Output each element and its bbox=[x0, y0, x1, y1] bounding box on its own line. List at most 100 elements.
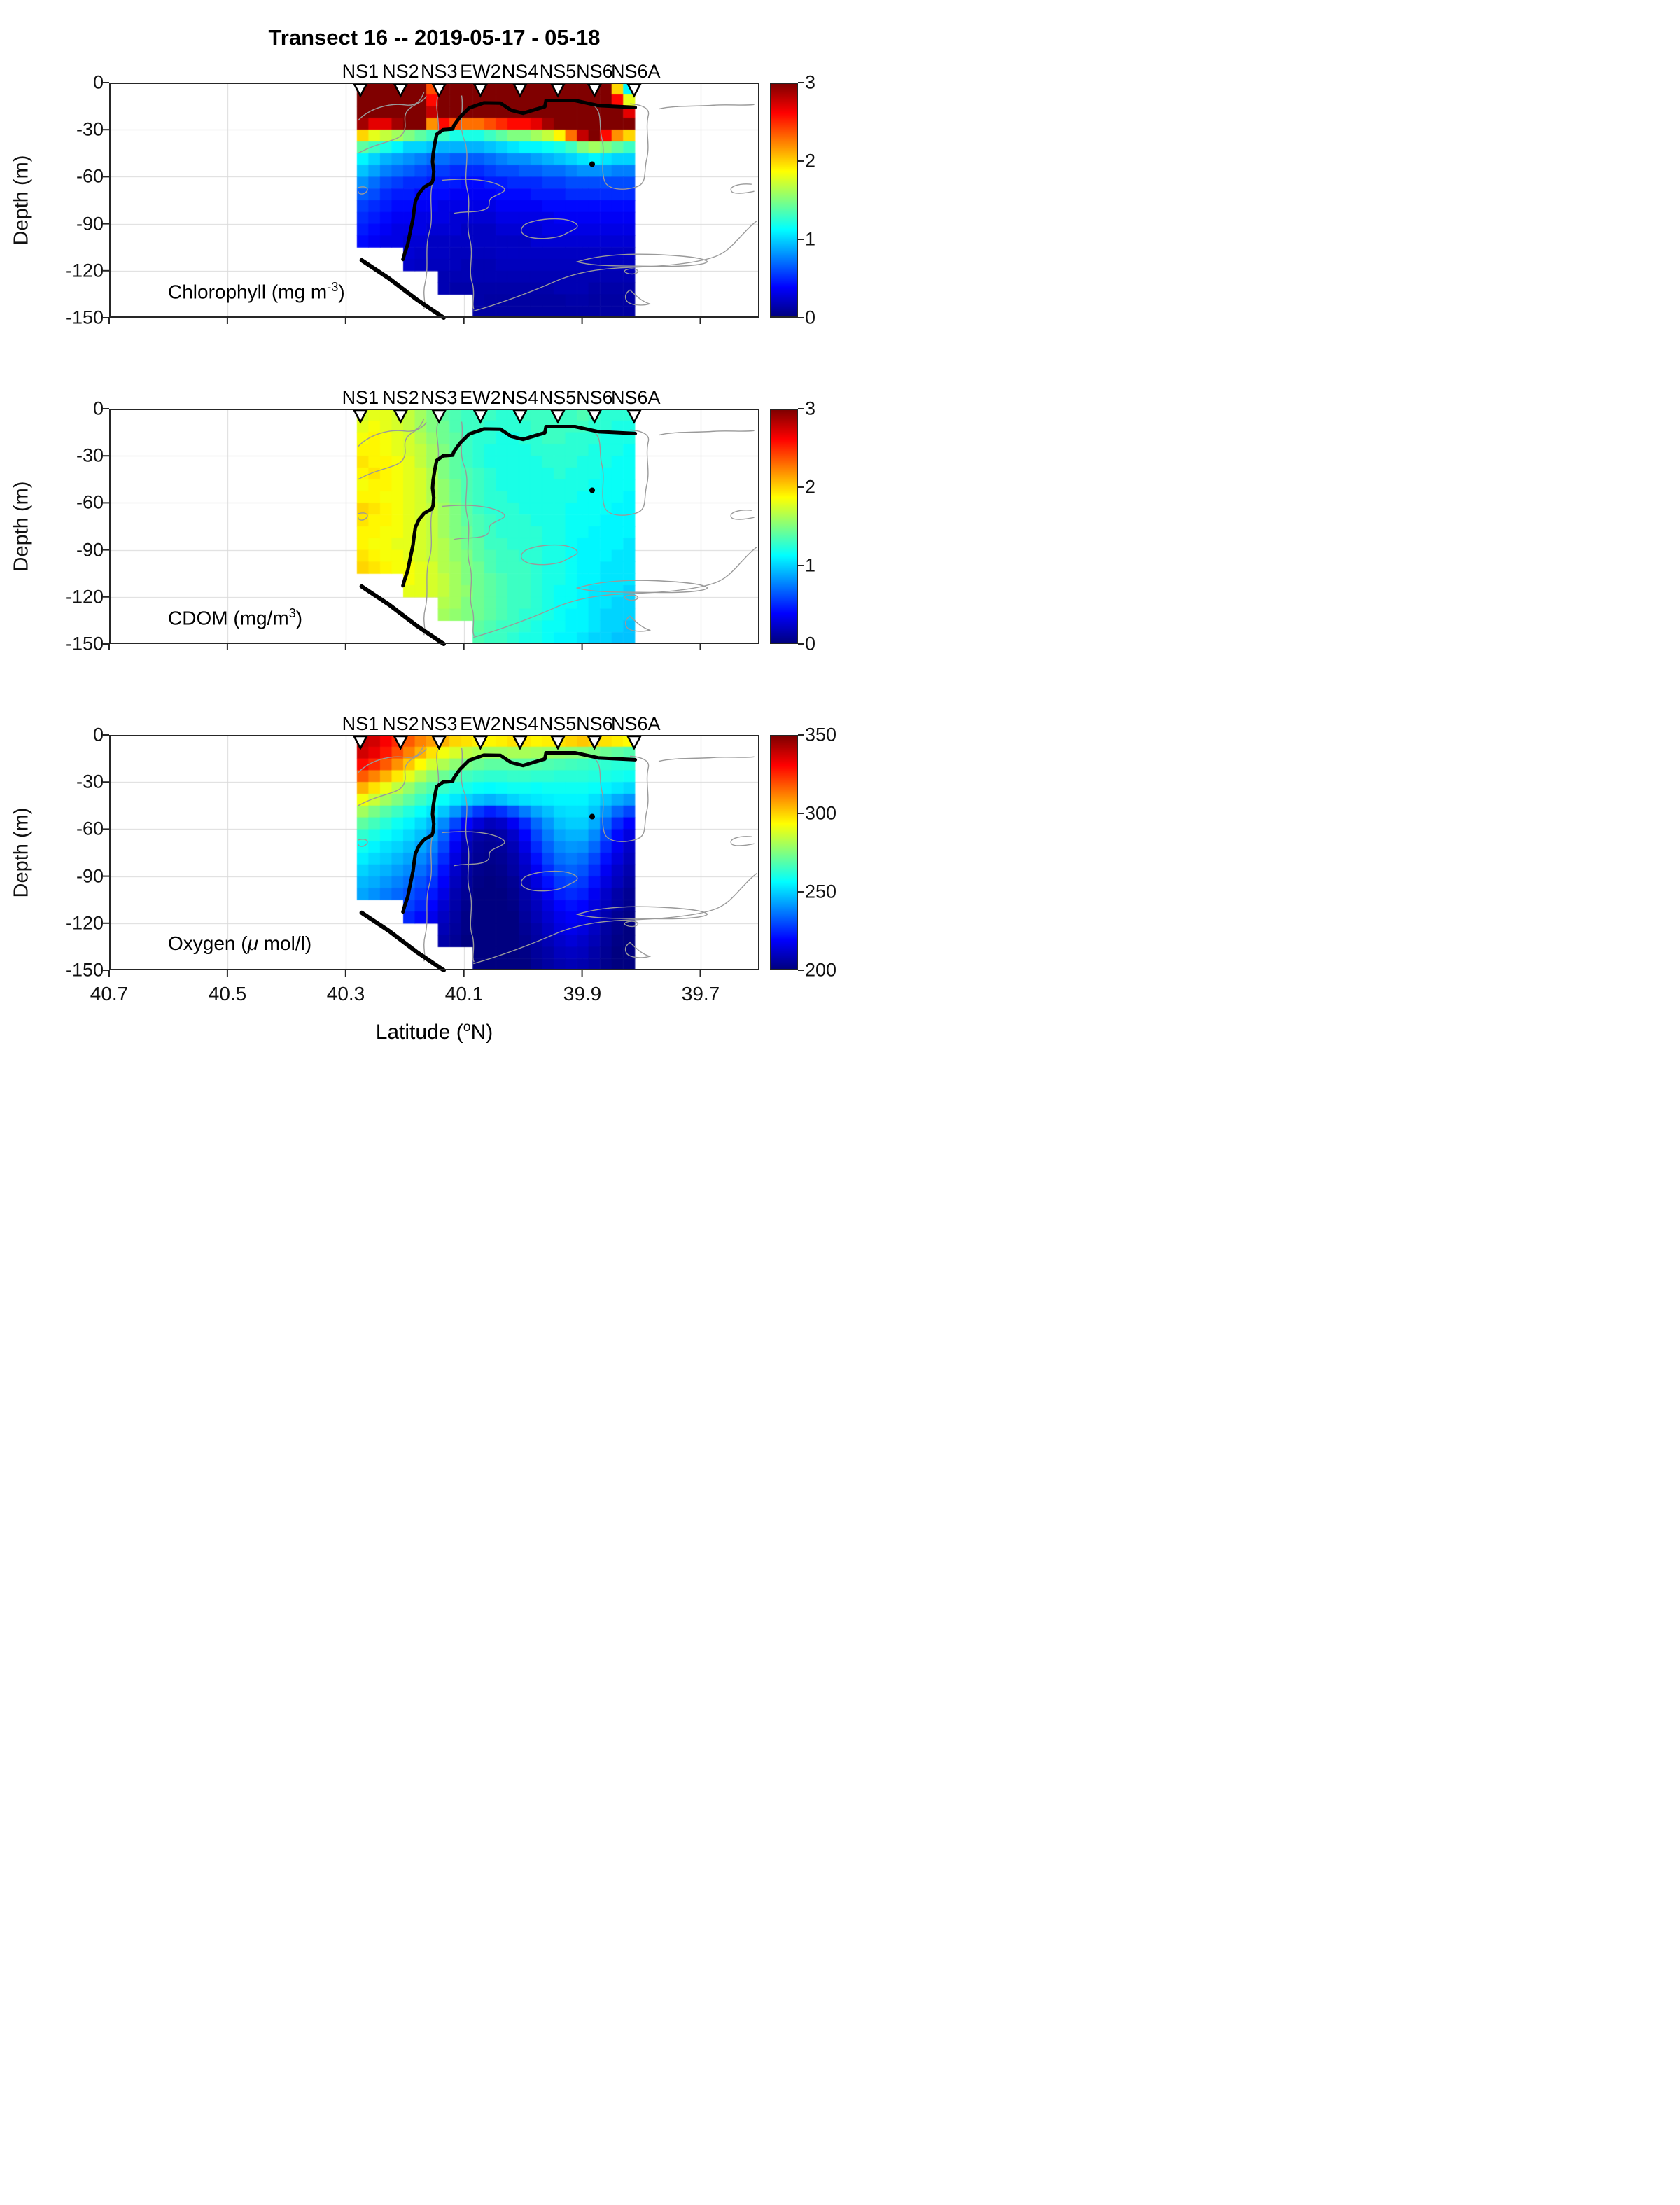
plot-area-chlorophyll: Chlorophyll (mg m-3) bbox=[103, 82, 760, 324]
colorbar-tick-label: 350 bbox=[805, 724, 837, 746]
y-tick-label: -150 bbox=[65, 633, 104, 654]
colorbar-cdom bbox=[770, 409, 798, 644]
station-marker-icon bbox=[512, 735, 528, 750]
station-label-ns6: NS6 bbox=[576, 61, 613, 82]
station-marker-icon bbox=[626, 735, 643, 750]
station-marker-icon bbox=[393, 409, 409, 424]
station-label-ns6a: NS6A bbox=[610, 61, 661, 82]
y-axis-label: Depth (m) bbox=[10, 409, 34, 644]
y-tick-label: -90 bbox=[76, 539, 104, 561]
colorbar-tick bbox=[798, 565, 804, 566]
station-marker-icon bbox=[352, 735, 369, 750]
y-axis-label: Depth (m) bbox=[10, 83, 34, 318]
y-tick-label: -30 bbox=[76, 118, 104, 140]
panel-cdom: Depth (m) 0 -30 -60 -90 -120 -150 CDOM (… bbox=[0, 387, 840, 654]
colorbar-tick-label: 200 bbox=[805, 959, 837, 981]
panel-chlorophyll: Depth (m) 0 -30 -60 -90 -120 -150 Chloro… bbox=[0, 61, 840, 328]
station-marker-icon bbox=[550, 83, 566, 98]
colorbar-tick-label: 3 bbox=[805, 398, 816, 419]
station-marker-icon bbox=[393, 83, 409, 98]
x-tick-label: 40.3 bbox=[326, 983, 365, 1004]
x-tick-label: 40.1 bbox=[444, 983, 484, 1004]
station-marker-icon bbox=[393, 735, 409, 750]
station-label-ns1: NS1 bbox=[342, 61, 379, 82]
y-tick-label: -150 bbox=[65, 307, 104, 328]
station-marker-icon bbox=[550, 735, 566, 750]
heatmap-cdom bbox=[109, 409, 760, 644]
station-label-ew2: EW2 bbox=[460, 387, 501, 408]
panel-oxygen: Depth (m) 0 -30 -60 -90 -120 -150 Oxygen… bbox=[0, 713, 840, 981]
colorbar-tick-label: 1 bbox=[805, 228, 816, 250]
y-tick-label: -120 bbox=[65, 586, 104, 608]
plot-area-oxygen: Oxygen (μ mol/l) bbox=[103, 734, 760, 976]
overlay-oxygen bbox=[103, 734, 760, 976]
station-label-ns2: NS2 bbox=[382, 713, 419, 734]
y-tick-labels: 0 -30 -60 -90 -120 -150 bbox=[39, 724, 104, 981]
y-tick-label: -90 bbox=[76, 213, 104, 234]
colorbar-tick-label: 0 bbox=[805, 633, 816, 654]
station-label-ns6a: NS6A bbox=[610, 387, 661, 408]
colorbar-tick bbox=[798, 82, 804, 83]
station-marker-icon bbox=[626, 409, 643, 424]
station-label-ns5: NS5 bbox=[539, 387, 577, 408]
plot-area-cdom: CDOM (mg/m3) bbox=[103, 408, 760, 650]
station-label-ns4: NS4 bbox=[501, 61, 539, 82]
y-tick-label: -150 bbox=[65, 959, 104, 981]
colorbar-tick bbox=[798, 239, 804, 240]
station-label-ns6a: NS6A bbox=[610, 713, 661, 734]
x-tick-label: 39.7 bbox=[681, 983, 720, 1004]
station-marker-icon bbox=[431, 83, 447, 98]
station-label-ns2: NS2 bbox=[382, 61, 419, 82]
x-tick-label: 40.7 bbox=[90, 983, 129, 1004]
y-tick-label: -90 bbox=[76, 865, 104, 887]
colorbar-tick bbox=[798, 813, 804, 814]
station-label-ns3: NS3 bbox=[420, 387, 458, 408]
x-tick-label: 39.9 bbox=[563, 983, 602, 1004]
overlay-cdom bbox=[103, 408, 760, 650]
y-tick-label: 0 bbox=[92, 724, 104, 746]
colorbar-tick bbox=[798, 317, 804, 318]
colorbar-tick bbox=[798, 160, 804, 162]
station-marker-icon bbox=[431, 735, 447, 750]
station-label-ns4: NS4 bbox=[501, 387, 539, 408]
y-tick-label: 0 bbox=[92, 71, 104, 93]
colorbar-tick-label: 1 bbox=[805, 554, 816, 576]
station-label-ew2: EW2 bbox=[460, 713, 501, 734]
colorbar-tick bbox=[798, 486, 804, 488]
colorbar-oxygen bbox=[770, 735, 798, 970]
colorbar-tick-label: 250 bbox=[805, 881, 837, 902]
station-label-ns6: NS6 bbox=[576, 387, 613, 408]
station-marker-icon bbox=[512, 409, 528, 424]
figure: Transect 16 -- 2019-05-17 - 05-18 Depth … bbox=[0, 0, 840, 1102]
colorbar-tick bbox=[798, 734, 804, 736]
colorbar-tick-label: 2 bbox=[805, 150, 816, 172]
y-tick-label: -60 bbox=[76, 491, 104, 513]
station-label-ns1: NS1 bbox=[342, 387, 379, 408]
station-marker-icon bbox=[472, 735, 489, 750]
x-tick-label: 40.5 bbox=[208, 983, 247, 1004]
station-label-ns1: NS1 bbox=[342, 713, 379, 734]
station-marker-icon bbox=[352, 409, 369, 424]
station-marker-icon bbox=[587, 83, 603, 98]
y-tick-label: -30 bbox=[76, 444, 104, 466]
heatmap-chlorophyll bbox=[109, 83, 760, 318]
panel-label-cdom: CDOM (mg/m3) bbox=[168, 606, 303, 629]
station-marker-icon bbox=[512, 83, 528, 98]
y-axis-label-text: Depth (m) bbox=[10, 481, 33, 572]
colorbar-tick bbox=[798, 969, 804, 971]
colorbar-tick bbox=[798, 408, 804, 410]
station-label-ns4: NS4 bbox=[501, 713, 539, 734]
y-axis-label-text: Depth (m) bbox=[10, 155, 33, 246]
y-tick-label: -30 bbox=[76, 771, 104, 792]
station-marker-icon bbox=[472, 409, 489, 424]
colorbar-tick-label: 0 bbox=[805, 307, 816, 328]
y-tick-label: 0 bbox=[92, 398, 104, 419]
station-label-ns3: NS3 bbox=[420, 61, 458, 82]
station-label-ew2: EW2 bbox=[460, 61, 501, 82]
colorbar-tick bbox=[798, 643, 804, 645]
y-tick-label: -120 bbox=[65, 260, 104, 281]
y-tick-labels: 0 -30 -60 -90 -120 -150 bbox=[39, 398, 104, 654]
figure-title: Transect 16 -- 2019-05-17 - 05-18 bbox=[268, 25, 601, 50]
y-tick-label: -120 bbox=[65, 912, 104, 934]
station-marker-icon bbox=[626, 83, 643, 98]
